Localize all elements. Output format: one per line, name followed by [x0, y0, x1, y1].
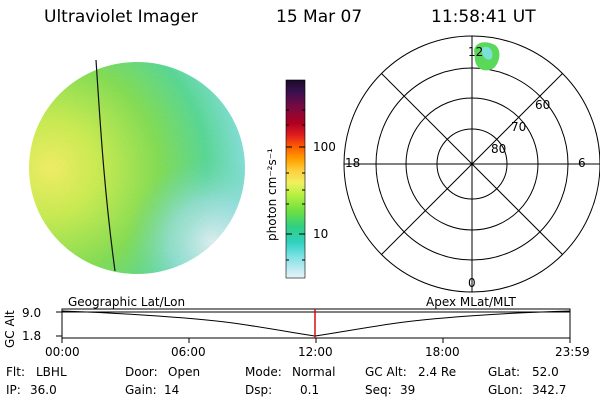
timeline-y-tick-low: 1.8 — [22, 329, 42, 343]
timeline-y-tick-high: 9.0 — [22, 306, 42, 320]
info-ip-value: 36.0 — [30, 383, 57, 397]
colorbar-tick-10: 10 — [313, 227, 329, 241]
terminator-line — [95, 59, 116, 272]
mlt-label-18: 18 — [345, 156, 361, 170]
info-mode-label: Mode: — [245, 365, 282, 379]
timeline-x-tick-0: 00:00 — [45, 345, 80, 359]
lat-label-60: 60 — [535, 98, 551, 112]
timeline-left-caption: Geographic Lat/Lon — [68, 295, 186, 309]
info-gain-label: Gain: — [125, 383, 157, 397]
info-dsp-value: 0.1 — [300, 383, 320, 397]
timeline-y-axis-label: GC Alt — [3, 310, 17, 348]
date-label: 15 Mar 07 — [276, 7, 363, 27]
auroral-emission-patch — [474, 42, 500, 71]
timeline-x-tick-4: 23:59 — [555, 345, 590, 359]
info-ip-label: IP: — [6, 383, 21, 397]
info-door-value: Open — [168, 365, 201, 379]
info-dsp-label: Dsp: — [245, 383, 273, 397]
info-gain-value: 14 — [164, 383, 180, 397]
timeline-x-tick-3: 18:00 — [425, 345, 460, 359]
timeline-x-tick-2: 12:00 — [298, 345, 333, 359]
info-flt-label: Flt: — [6, 365, 25, 379]
timeline-right-caption: Apex MLat/MLT — [426, 295, 516, 309]
info-glat-label: GLat: — [488, 365, 521, 379]
lat-label-80: 80 — [491, 142, 507, 156]
lat-label-70: 70 — [511, 120, 527, 134]
info-flt-value: LBHL — [36, 365, 67, 379]
info-glat-value: 52.0 — [532, 365, 559, 379]
colorbar-tick-100: 100 — [313, 140, 336, 154]
polar-plot — [343, 35, 600, 293]
info-glon-label: GLon: — [488, 383, 523, 397]
mlt-label-0: 0 — [468, 276, 476, 290]
altitude-timeline — [56, 308, 571, 343]
instrument-title: Ultraviolet Imager — [44, 7, 198, 27]
info-gcalt-label: GC Alt: — [365, 365, 407, 379]
colorbar — [285, 79, 306, 279]
info-mode-value: Normal — [292, 365, 336, 379]
timeline-x-tick-1: 06:00 — [171, 345, 206, 359]
info-seq-value: 39 — [400, 383, 416, 397]
colorbar-unit-label: photon cm⁻²s⁻¹ — [265, 148, 279, 241]
info-glon-value: 342.7 — [532, 383, 567, 397]
time-label: 11:58:41 UT — [431, 7, 536, 27]
info-seq-label: Seq: — [365, 383, 392, 397]
mlt-label-6: 6 — [578, 156, 586, 170]
earth-disk-image — [29, 59, 245, 274]
info-door-label: Door: — [125, 365, 158, 379]
mlt-label-12: 12 — [468, 45, 484, 59]
info-gcalt-value: 2.4 Re — [418, 365, 457, 379]
